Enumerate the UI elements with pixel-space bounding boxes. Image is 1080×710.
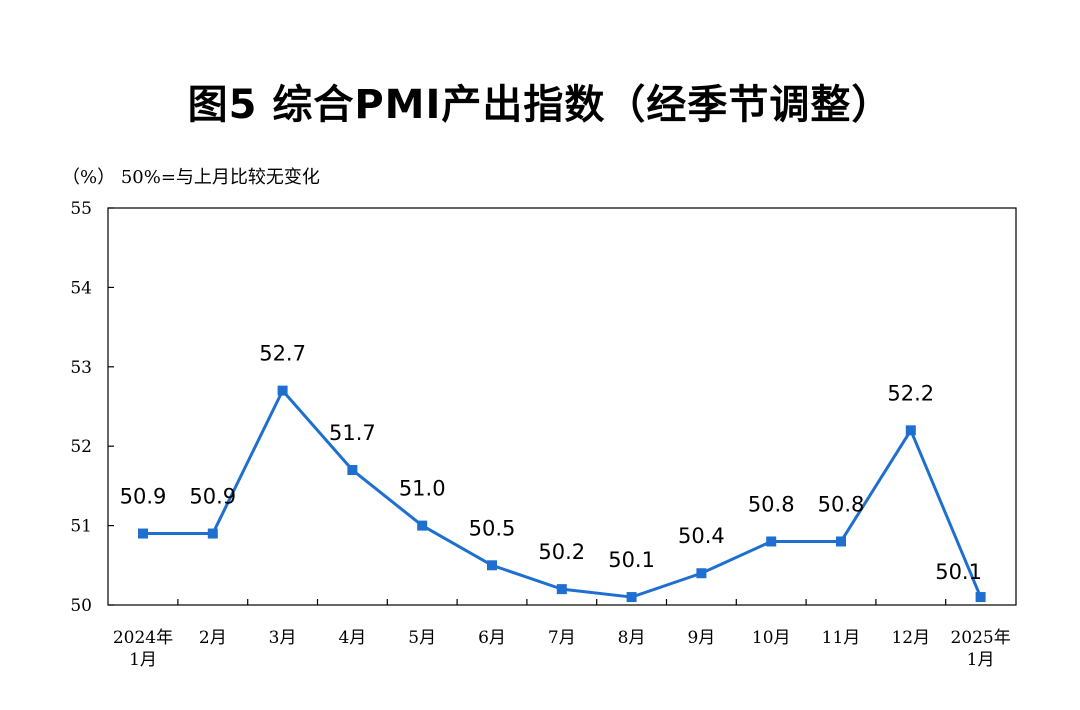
x-tick-label: 5月 [408,628,436,648]
data-label: 50.9 [189,485,236,509]
data-label: 51.0 [399,477,446,501]
y-axis-unit-note: （%） 50%=与上月比较无变化 [62,167,320,188]
x-tick-label: 3月 [269,628,297,648]
data-point-marker [556,584,567,595]
y-axis: 50 51 52 53 54 55 [70,199,114,616]
data-point-marker [207,528,218,539]
chart-title: 图5 综合PMI产出指数（经季节调整） [187,82,893,128]
x-tick-label: 6月 [478,628,506,648]
data-label: 52.7 [259,342,306,366]
data-label: 50.4 [678,524,725,548]
data-label: 50.9 [120,485,167,509]
x-tick-label: 12月 [891,628,930,648]
data-point-marker [975,592,986,603]
data-point-marker [696,568,707,579]
y-tick-label: 54 [70,278,92,298]
data-label: 50.8 [818,492,865,516]
data-point-marker [347,465,358,476]
x-tick-label: 11月 [822,628,861,648]
x-tick-label: 8月 [618,628,646,648]
data-point-marker [626,592,637,603]
data-labels: 50.9 50.9 52.7 51.7 51.0 50.5 50.2 50.1 50.4 50.8… [120,342,982,584]
data-label: 50.2 [538,540,585,564]
data-label: 50.5 [469,516,516,540]
y-tick-label: 55 [70,199,92,219]
x-tick-label: 4月 [338,628,366,648]
x-tick-label: 7月 [548,628,576,648]
x-tick-label: 2024年 1月 [113,628,173,670]
y-tick-label: 53 [70,358,92,378]
x-tick-label: 9月 [687,628,715,648]
data-label: 51.7 [329,421,376,445]
data-point-marker [138,528,148,539]
data-label: 52.2 [887,381,934,405]
y-tick-label: 50 [70,596,92,616]
x-tick-label: 2月 [199,628,227,648]
data-label: 50.1 [608,548,655,572]
y-tick-label: 51 [70,517,92,537]
data-point-marker [766,536,777,547]
data-point-marker [277,385,288,396]
data-point-marker [487,560,497,571]
plot-frame [107,207,1017,606]
data-label: 50.8 [748,492,795,516]
data-label: 50.1 [935,560,982,584]
data-point-marker [905,425,916,436]
data-point-marker [417,520,428,531]
y-tick-label: 52 [70,437,92,457]
x-tick-label: 10月 [752,628,791,648]
x-axis: 2024年 1月 2月 3月 4月 5月 6月 7月 8月 9月 10月 11月 12月 2025年 1月 [113,599,1011,670]
series-markers [138,385,986,603]
x-tick-label: 2025年 1月 [950,628,1010,670]
data-point-marker [836,536,846,547]
